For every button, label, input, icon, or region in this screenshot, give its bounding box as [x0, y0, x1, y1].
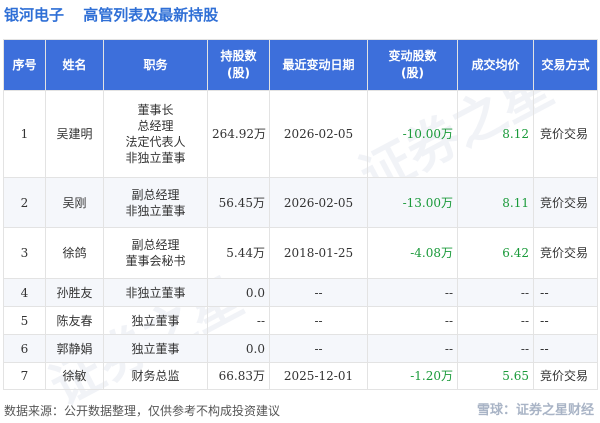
cell-change: -1.20万	[367, 362, 458, 390]
table-row: 4 孙胜友 非独立董事 0.0 -- -- -- --	[3, 278, 598, 307]
cell-price: 8.11	[457, 177, 534, 228]
cell-shares: --	[207, 306, 270, 335]
cell-shares: 66.83万	[207, 362, 270, 390]
table-row: 1 吴建明 董事长 总经理 法定代表人 非独立董事 264.92万 2026-0…	[3, 90, 598, 178]
cell-name: 孙胜友	[45, 278, 104, 307]
cell-shares: 56.45万	[207, 177, 270, 228]
cell-date: --	[269, 278, 368, 307]
data-source-note: 数据来源：公开数据整理，仅供参考不构成投资建议	[4, 404, 281, 418]
cell-date: --	[269, 306, 368, 335]
role-line: 副总经理	[131, 238, 180, 252]
cell-change: -4.08万	[367, 227, 458, 279]
cell-date: 2025-12-01	[269, 362, 368, 390]
cell-date: 2018-01-25	[269, 227, 368, 279]
cell-role: 财务总监	[103, 362, 208, 390]
cell-name: 徐敏	[45, 362, 104, 390]
table-row: 6 郭静娟 独立董事 0.0 -- -- -- --	[3, 334, 598, 363]
header-shares: 持股数 (股)	[207, 39, 270, 91]
cell-idx: 4	[3, 278, 46, 307]
cell-role: 独立董事	[103, 334, 208, 363]
cell-change: --	[367, 334, 458, 363]
cell-date: --	[269, 334, 368, 363]
cell-shares: 0.0	[207, 278, 270, 307]
header-role: 职务	[103, 39, 208, 91]
cell-price: --	[457, 278, 534, 307]
cell-price: 6.42	[457, 227, 534, 279]
role-line: 非独立董事	[125, 203, 186, 218]
cell-idx: 2	[3, 177, 46, 228]
header-idx: 序号	[3, 39, 46, 91]
cell-method: 竞价交易	[533, 227, 598, 279]
header-method: 交易方式	[533, 39, 598, 91]
cell-price: 5.65	[457, 362, 534, 390]
role-line: 法定代表人	[125, 135, 186, 149]
cell-idx: 5	[3, 306, 46, 335]
cell-shares: 5.44万	[207, 227, 270, 279]
cell-change: -13.00万	[367, 177, 458, 228]
cell-name: 郭静娟	[45, 334, 104, 363]
cell-role: 副总经理 非独立董事	[103, 177, 208, 228]
cell-date: 2026-02-05	[269, 177, 368, 228]
table-row: 3 徐鸽 副总经理 董事会秘书 5.44万 2018-01-25 -4.08万 …	[3, 227, 598, 279]
cell-name: 陈友春	[45, 306, 104, 335]
header-name: 姓名	[45, 39, 104, 91]
title-subtitle: 高管列表及最新持股	[83, 6, 219, 24]
cell-role: 副总经理 董事会秘书	[103, 227, 208, 279]
cell-method: 竞价交易	[533, 177, 598, 228]
cell-role: 独立董事	[103, 306, 208, 335]
table-row: 2 吴刚 副总经理 非独立董事 56.45万 2026-02-05 -13.00…	[3, 177, 598, 228]
brand-watermark: 雪球：证券之星财经	[476, 403, 594, 418]
cell-idx: 6	[3, 334, 46, 363]
table-row: 5 陈友春 独立董事 -- -- -- -- --	[3, 306, 598, 335]
role-line: 独立董事	[131, 341, 180, 356]
cell-method: 竞价交易	[533, 362, 598, 390]
role-line: 独立董事	[131, 313, 180, 328]
role-line: 董事会秘书	[125, 254, 186, 268]
cell-shares: 0.0	[207, 334, 270, 363]
table-row: 7 徐敏 财务总监 66.83万 2025-12-01 -1.20万 5.65 …	[3, 362, 598, 390]
role-line: 财务总监	[131, 369, 180, 383]
cell-method: 竞价交易	[533, 90, 598, 178]
cell-price: --	[457, 306, 534, 335]
cell-change: -10.00万	[367, 90, 458, 178]
header-date: 最近变动日期	[269, 39, 368, 91]
cell-idx: 7	[3, 362, 46, 390]
role-line: 总经理	[137, 119, 174, 133]
cell-name: 吴刚	[45, 177, 104, 228]
role-line: 董事长	[137, 103, 174, 117]
cell-date: 2026-02-05	[269, 90, 368, 178]
cell-price: --	[457, 334, 534, 363]
cell-role: 非独立董事	[103, 278, 208, 307]
cell-method: --	[533, 334, 598, 363]
role-line: 副总经理	[131, 187, 180, 202]
cell-role: 董事长 总经理 法定代表人 非独立董事	[103, 90, 208, 178]
cell-change: --	[367, 278, 458, 307]
company-name: 银河电子	[4, 6, 65, 24]
executive-table: 序号 姓名 职务 持股数 (股) 最近变动日期 变动股数 (股) 成交均价 交易…	[3, 39, 598, 390]
cell-idx: 1	[3, 90, 46, 178]
cell-method: --	[533, 278, 598, 307]
cell-method: --	[533, 306, 598, 335]
role-line: 非独立董事	[125, 285, 186, 300]
cell-shares: 264.92万	[207, 90, 270, 178]
cell-price: 8.12	[457, 90, 534, 178]
cell-idx: 3	[3, 227, 46, 279]
header-price: 成交均价	[457, 39, 534, 91]
page-title: 银河电子 高管列表及最新持股	[4, 2, 218, 28]
role-line: 非独立董事	[125, 151, 186, 165]
cell-change: --	[367, 306, 458, 335]
cell-name: 吴建明	[45, 90, 104, 178]
header-row: 序号 姓名 职务 持股数 (股) 最近变动日期 变动股数 (股) 成交均价 交易…	[3, 39, 598, 91]
header-change: 变动股数 (股)	[367, 39, 458, 91]
cell-name: 徐鸽	[45, 227, 104, 279]
